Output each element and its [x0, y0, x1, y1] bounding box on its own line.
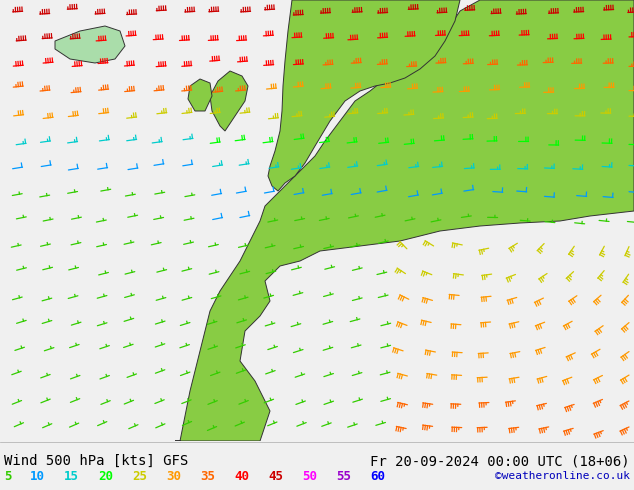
Text: 5: 5 — [4, 469, 11, 483]
Text: Fr 20-09-2024 00:00 UTC (18+06): Fr 20-09-2024 00:00 UTC (18+06) — [370, 454, 630, 468]
Polygon shape — [210, 71, 248, 131]
Text: 45: 45 — [268, 469, 283, 483]
Polygon shape — [175, 0, 634, 441]
Text: 40: 40 — [234, 469, 249, 483]
Polygon shape — [55, 26, 125, 63]
Text: Wind 500 hPa [kts] GFS: Wind 500 hPa [kts] GFS — [4, 454, 188, 468]
Text: ©weatheronline.co.uk: ©weatheronline.co.uk — [495, 471, 630, 481]
Text: 60: 60 — [370, 469, 385, 483]
Text: 55: 55 — [336, 469, 351, 483]
Text: 10: 10 — [30, 469, 45, 483]
Text: 15: 15 — [64, 469, 79, 483]
Text: 50: 50 — [302, 469, 317, 483]
Text: 25: 25 — [132, 469, 147, 483]
Polygon shape — [188, 79, 212, 111]
Text: 20: 20 — [98, 469, 113, 483]
Polygon shape — [268, 0, 460, 191]
Text: 30: 30 — [166, 469, 181, 483]
Text: 35: 35 — [200, 469, 215, 483]
